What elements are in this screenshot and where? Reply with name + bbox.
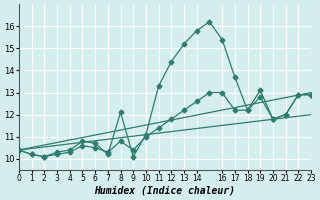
- X-axis label: Humidex (Indice chaleur): Humidex (Indice chaleur): [94, 186, 236, 196]
